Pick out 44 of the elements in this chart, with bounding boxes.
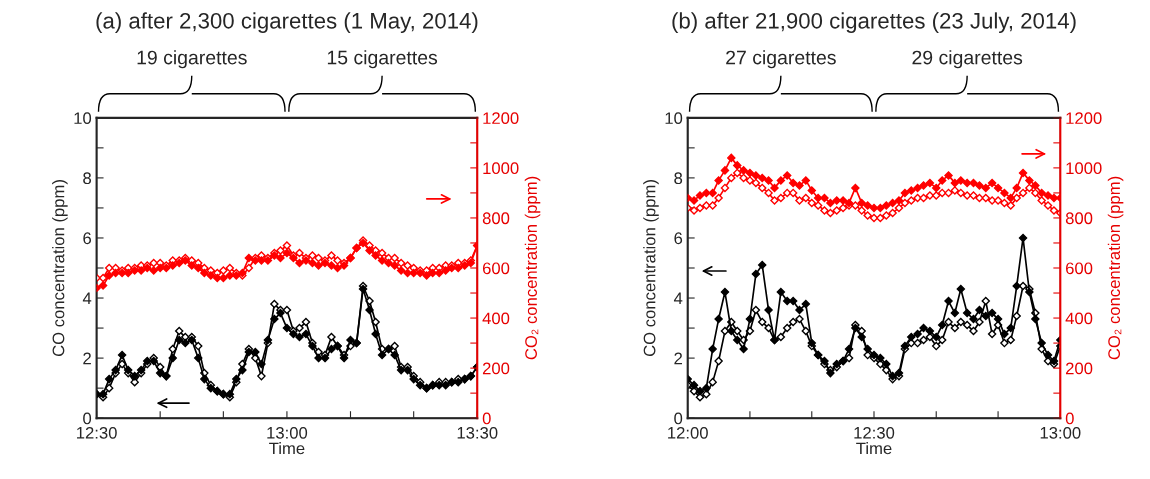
chart-title: (a) after 2,300 cigarettes (1 May, 2014) <box>96 12 478 34</box>
y2-tick-label: 0 <box>482 412 491 425</box>
x-tick-label: 13:30 <box>457 426 498 439</box>
y2-tick-label: 1200 <box>1066 112 1102 125</box>
y-axis-title: CO concentration (ppm) <box>52 180 68 357</box>
y2-tick-label: 1000 <box>1066 162 1102 175</box>
y2-axis-title: CO₂ concentration (ppm) <box>524 176 541 360</box>
y-tick-label: 8 <box>83 172 92 185</box>
text: 29 cigarettes <box>912 50 1023 69</box>
y2-axis-title: CO₂ concentration (ppm) <box>1107 176 1124 360</box>
text: 15 cigarettes <box>327 50 438 69</box>
chart-title: (b) after 21,900 cigarettes (23 July, 2014) <box>672 12 1076 34</box>
x-tick-label: 13:00 <box>267 426 308 439</box>
y2-tick-label: 200 <box>482 362 510 375</box>
y-axis-title: CO concentration (ppm) <box>643 180 659 357</box>
y2-tick-label: 400 <box>1065 312 1093 325</box>
y-tick-label: 6 <box>674 232 683 245</box>
y-tick-label: 8 <box>674 172 683 185</box>
y-tick-label: 4 <box>673 292 683 305</box>
y2-tick-label: 600 <box>482 262 510 275</box>
x-axis-title: Time <box>856 442 892 455</box>
y2-tick-label: 800 <box>1065 212 1093 225</box>
x-tick-label: 12:30 <box>854 426 895 439</box>
y-tick-label: 6 <box>83 232 92 245</box>
y2-tick-label: 800 <box>482 212 510 225</box>
y2-tick-label: 1000 <box>483 162 519 175</box>
x-tick-label: 12:00 <box>668 426 708 439</box>
x-tick-label: 12:30 <box>77 426 117 439</box>
y-tick-label: 10 <box>74 112 92 125</box>
y-tick-label: 2 <box>83 352 91 365</box>
y-tick-label: 4 <box>82 292 92 305</box>
text: 19 cigarettes <box>137 50 247 69</box>
y-tick-label: 10 <box>665 112 683 125</box>
y2-tick-label: 1200 <box>483 112 519 125</box>
y-tick-label: 0 <box>83 412 92 425</box>
y2-tick-label: 200 <box>1066 362 1093 375</box>
y2-tick-label: 600 <box>1066 262 1093 275</box>
text: 27 cigarettes <box>726 50 836 69</box>
y2-tick-label: 0 <box>1065 412 1074 425</box>
x-axis-title: Time <box>269 442 305 455</box>
y-tick-label: 0 <box>674 412 683 425</box>
x-tick-label: 13:00 <box>1040 426 1081 439</box>
y-tick-label: 2 <box>674 352 682 365</box>
y2-tick-label: 400 <box>482 312 510 325</box>
